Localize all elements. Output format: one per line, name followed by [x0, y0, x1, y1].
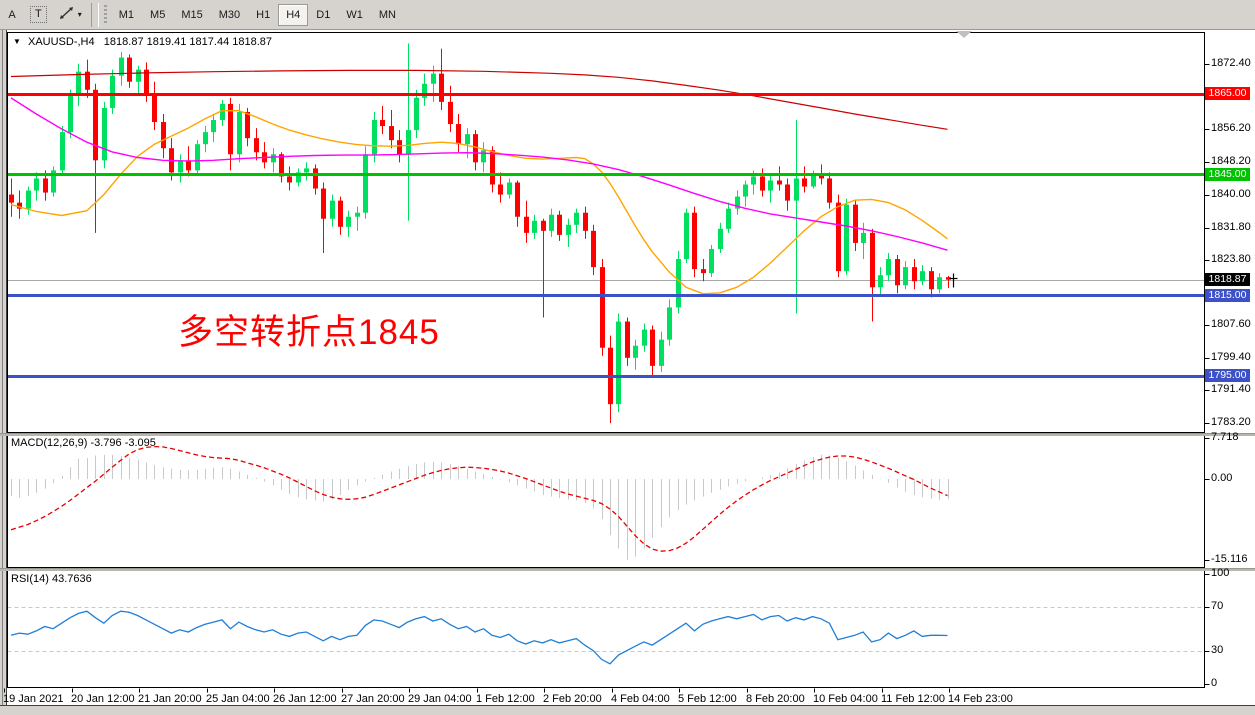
text-box-icon: T	[30, 6, 47, 23]
toolbar-grip[interactable]	[103, 4, 107, 25]
level-price-badge: 1815.00	[1205, 288, 1250, 302]
annotation-text[interactable]: 多空转折点1845	[178, 313, 440, 352]
time-axis-label: 19 Jan 2021	[3, 693, 64, 705]
line-studies-button[interactable]: ▾	[54, 4, 87, 26]
timeframe-button-h1[interactable]: H1	[256, 8, 271, 21]
price-tick-label: 1840.00	[1211, 187, 1251, 200]
rsi-tick-label: 0	[1211, 676, 1218, 689]
timeframe-button-m30[interactable]: M30	[218, 8, 241, 21]
time-axis-label: 21 Jan 20:00	[138, 693, 202, 705]
timeframe-button-m15[interactable]: M15	[181, 8, 203, 21]
chart-symbol-period: XAUUSD-,H4	[27, 36, 95, 48]
rsi-indicator-label: RSI(14) 43.7636	[11, 573, 92, 585]
time-axis-label: 10 Feb 04:00	[813, 693, 878, 705]
time-axis-label: 25 Jan 04:00	[206, 693, 270, 705]
text-box-tool-button[interactable]: T	[25, 4, 52, 26]
price-tick-label: 1856.20	[1211, 122, 1251, 135]
time-axis-label: 4 Feb 04:00	[611, 693, 670, 705]
chart-dropdown-icon[interactable]: ▼	[13, 37, 21, 46]
timeframe-button-mn[interactable]: MN	[378, 8, 396, 21]
time-axis-label: 20 Jan 12:00	[71, 693, 135, 705]
level-price-badge: 1865.00	[1205, 87, 1250, 101]
chart-ohlc-quotes: 1818.87 1819.41 1817.44 1818.87	[103, 36, 273, 48]
macd-tick-label: 7.718	[1211, 430, 1239, 443]
timeframe-button-d1[interactable]: D1	[316, 8, 331, 21]
price-tick-label: 1848.20	[1211, 154, 1251, 167]
timeframe-toolbar: M1 M5 M15 M30 H1 H4 D1 W1 MN	[111, 3, 404, 26]
price-tick-label: 1791.40	[1211, 383, 1251, 396]
chart-shift-marker-icon[interactable]	[956, 31, 972, 38]
timeframe-button-m1[interactable]: M1	[118, 8, 135, 21]
chevron-down-icon: ▾	[77, 10, 82, 19]
time-axis-label: 26 Jan 12:00	[273, 693, 337, 705]
text-label-tool-button[interactable]: A	[8, 8, 16, 21]
level-price-badge: 1795.00	[1205, 369, 1250, 383]
time-axis-label: 29 Jan 04:00	[408, 693, 472, 705]
price-tick-label: 1831.80	[1211, 220, 1251, 233]
time-axis-label: 2 Feb 20:00	[543, 693, 602, 705]
time-axis-label: 11 Feb 12:00	[881, 693, 946, 705]
rsi-tick-label: 70	[1211, 599, 1224, 612]
chart-title: ▼ XAUUSD-,H4 1818.87 1819.41 1817.44 181…	[13, 36, 272, 48]
rsi-tick-label: 100	[1211, 566, 1230, 579]
toolbar-separator	[90, 2, 99, 27]
time-axis-label: 8 Feb 20:00	[746, 693, 805, 705]
diagonal-arrows-icon	[59, 6, 75, 23]
rsi-tick-label: 30	[1211, 643, 1224, 656]
price-tick-label: 1799.40	[1211, 351, 1251, 364]
macd-signal-line	[10, 445, 948, 552]
price-tick-label: 1807.60	[1211, 318, 1251, 331]
price-tick-label: 1823.80	[1211, 252, 1251, 265]
current-price-badge: 1818.87	[1205, 273, 1250, 287]
price-tick-label: 1872.40	[1211, 57, 1251, 69]
macd-histogram	[11, 454, 949, 560]
chart-window[interactable]	[0, 30, 1255, 714]
ma-mid-line	[10, 97, 948, 251]
macd-indicator-label: MACD(12,26,9) -3.796 -3.095	[11, 437, 156, 449]
window-bottom-frame	[0, 705, 1255, 715]
time-axis-label: 1 Feb 12:00	[476, 693, 535, 705]
macd-tick-label: -15.116	[1211, 552, 1248, 565]
timeframe-button-w1[interactable]: W1	[346, 8, 363, 21]
time-axis-label: 14 Feb 23:00	[948, 693, 1013, 705]
last-price-marker-icon	[949, 273, 958, 288]
time-axis-label: 27 Jan 20:00	[341, 693, 405, 705]
candlestick-series	[9, 43, 951, 424]
pane-separator-rsi[interactable]	[0, 568, 1255, 571]
ma-slow-line	[10, 69, 948, 130]
toolbar: A T ▾ M1 M5 M15 M30 H1 H4 D1 W1 MN	[0, 0, 1255, 30]
price-tick-label: 1783.20	[1211, 416, 1251, 429]
time-axis-label: 5 Feb 12:00	[678, 693, 737, 705]
ma-fast-line	[10, 109, 948, 295]
window-left-frame	[0, 30, 7, 714]
rsi-line	[10, 610, 948, 665]
timeframe-button-h4[interactable]: H4	[278, 3, 309, 26]
macd-tick-label: 0.00	[1211, 472, 1233, 484]
timeframe-button-m5[interactable]: M5	[150, 8, 166, 21]
pane-separator-macd[interactable]	[0, 433, 1255, 436]
level-price-badge: 1845.00	[1205, 167, 1250, 181]
